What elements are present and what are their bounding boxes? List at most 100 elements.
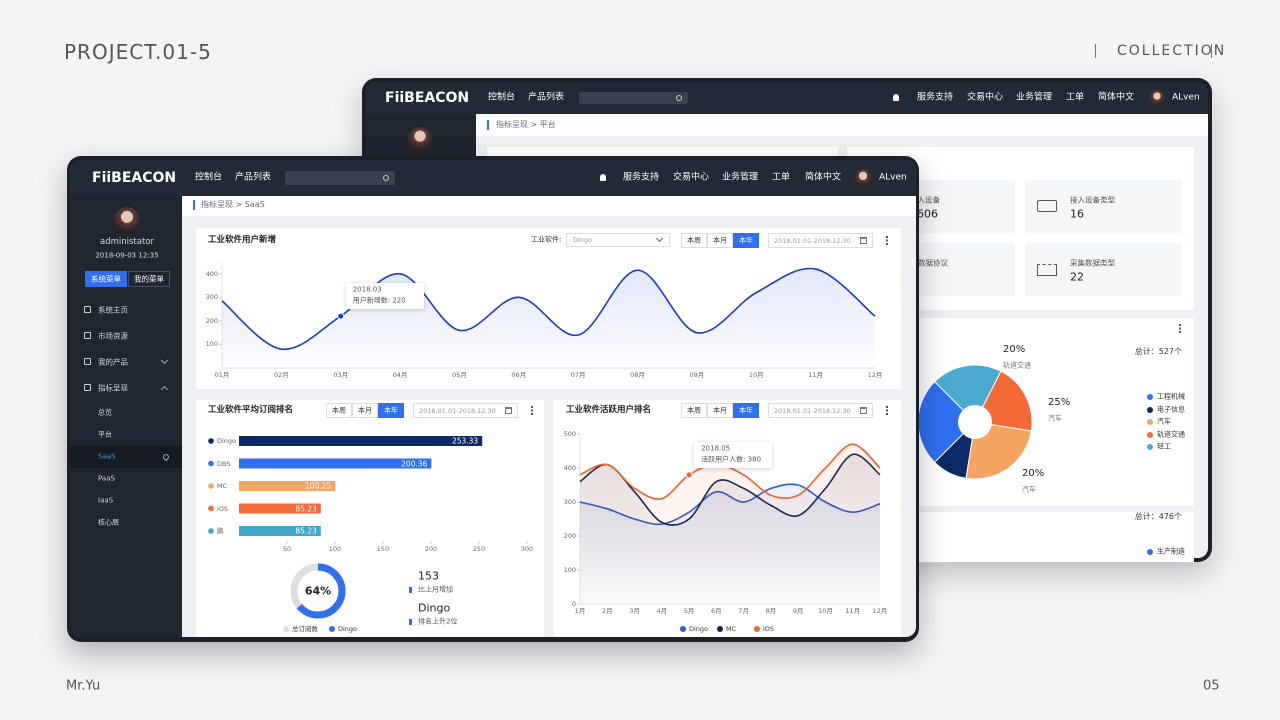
avatar[interactable] (854, 169, 872, 187)
nav-link[interactable]: 交易中心 (673, 172, 710, 183)
bell-icon[interactable] (893, 94, 899, 101)
select-box[interactable] (566, 233, 670, 247)
more-dots[interactable] (531, 406, 533, 415)
category-dot (208, 483, 214, 489)
submenu-item[interactable]: SaaS (98, 452, 116, 461)
tab-label[interactable]: 本周 (687, 406, 701, 414)
card-label: 接入设备类型 (1070, 195, 1115, 205)
nav-link[interactable]: 控制台 (488, 92, 516, 103)
tab[interactable] (326, 403, 352, 418)
menu-item[interactable]: 系统主页 (98, 305, 128, 315)
nav-link[interactable]: 产品列表 (235, 172, 272, 183)
date-range[interactable]: 2018.01.01-2018.12.30 (419, 406, 496, 415)
tab[interactable] (707, 403, 733, 418)
more-dots[interactable] (886, 406, 888, 415)
callout-name: 汽车 (1048, 414, 1062, 423)
tab-label[interactable]: 本周 (332, 406, 346, 414)
callout-name: 轨道交通 (1003, 361, 1031, 370)
nav-link[interactable]: 简体中文 (1098, 92, 1135, 103)
submenu-item[interactable]: 总览 (98, 408, 112, 417)
tab-label[interactable]: 本年 (384, 406, 398, 414)
nav-link[interactable]: 交易中心 (967, 92, 1004, 103)
x-tick-label: 08月 (630, 370, 645, 379)
legend-dot (680, 626, 686, 632)
device-icon (1037, 264, 1057, 276)
tooltip-point (337, 312, 345, 320)
category-dot (208, 528, 214, 534)
category-dot (208, 438, 214, 444)
tab-label[interactable]: 本月 (358, 406, 372, 414)
submenu-item[interactable]: PaaS (98, 474, 115, 483)
date-picker[interactable] (768, 403, 873, 418)
tab-label[interactable]: 本年 (739, 236, 753, 244)
submenu-item[interactable]: 核心层 (98, 518, 119, 527)
tab[interactable] (733, 403, 759, 418)
stat-note: 排名上升2位 (418, 617, 458, 626)
pie-slice (933, 364, 1002, 423)
callout-name: 汽车 (1022, 485, 1036, 494)
tooltip-title: 2018.03 (352, 285, 382, 294)
nav-link[interactable]: 工单 (1066, 92, 1085, 103)
user-name[interactable]: ALven (1172, 92, 1200, 103)
search-box[interactable] (579, 92, 688, 104)
date-picker[interactable] (413, 403, 518, 418)
tab-label[interactable]: 本月 (713, 406, 727, 414)
tab-label[interactable]: 本月 (713, 236, 727, 244)
submenu-item[interactable]: IaaS (98, 496, 114, 505)
logo: FiiBEACON (385, 90, 470, 106)
menu-item[interactable]: 我的产品 (98, 357, 128, 367)
menu-item[interactable]: 指标呈现 (98, 383, 128, 393)
device-icon (1037, 200, 1057, 212)
legend-label: 汽车 (1157, 417, 1171, 426)
date-range[interactable]: 2018.01.01-2018.12.30 (774, 236, 851, 245)
menu-icon (84, 384, 91, 391)
tab[interactable] (733, 233, 759, 248)
nav-link[interactable]: 服务支持 (623, 172, 660, 183)
nav-link[interactable]: 工单 (772, 172, 791, 183)
nav-link[interactable]: 产品列表 (528, 92, 565, 103)
nav-link[interactable]: 简体中文 (805, 172, 842, 183)
nav-link[interactable]: 服务支持 (917, 92, 954, 103)
date-range[interactable]: 2018.01.01-2018.12.30 (774, 406, 851, 415)
date-picker[interactable] (768, 233, 873, 248)
panel-title: 工业软件用户新增 (208, 234, 277, 245)
bell-icon[interactable] (600, 174, 606, 181)
nav-link[interactable]: 业务管理 (722, 172, 759, 183)
total-label: 总计：476个 (1134, 512, 1182, 521)
x-tick-label: 12月 (867, 370, 883, 379)
category-label: Dingo (217, 436, 237, 445)
legend-label: 工程机械 (1157, 392, 1185, 401)
tooltip-title: 2018.05 (701, 444, 731, 453)
author: Mr.Yu (66, 678, 101, 694)
legend-label: MC (726, 624, 737, 633)
tab[interactable] (681, 403, 707, 418)
menu-tab-label[interactable]: 我的菜单 (134, 274, 164, 284)
legend-label: 生产制造 (1157, 547, 1185, 556)
tab[interactable] (352, 403, 378, 418)
nav-link[interactable]: 业务管理 (1016, 92, 1053, 103)
menu-tab-label[interactable]: 系统菜单 (91, 274, 121, 284)
user-name[interactable]: ALven (879, 172, 907, 183)
y-tick-label: 200 (563, 531, 576, 540)
tab[interactable] (681, 233, 707, 248)
avatar[interactable] (1149, 90, 1165, 106)
more-dots[interactable] (886, 236, 888, 245)
x-tick-label: 4月 (656, 606, 668, 615)
category-label: MC (217, 481, 228, 490)
x-tick-label: 8月 (765, 606, 777, 615)
tab-label[interactable]: 本年 (739, 406, 753, 414)
tab-label[interactable]: 本周 (687, 236, 701, 244)
select-value[interactable]: Dingo (573, 235, 593, 244)
nav-link[interactable]: 控制台 (195, 172, 223, 183)
submenu-item[interactable]: 平台 (98, 430, 112, 439)
divider (1095, 44, 1096, 58)
menu-tab[interactable] (85, 271, 127, 287)
bar (239, 526, 321, 536)
menu-item[interactable]: 市场资源 (98, 331, 128, 341)
menu-tab[interactable] (128, 271, 170, 287)
tooltip-value: 380 (747, 455, 762, 464)
tab[interactable] (378, 403, 404, 418)
search-box[interactable] (285, 171, 395, 185)
breadcrumb-bar (476, 114, 1208, 136)
tab[interactable] (707, 233, 733, 248)
